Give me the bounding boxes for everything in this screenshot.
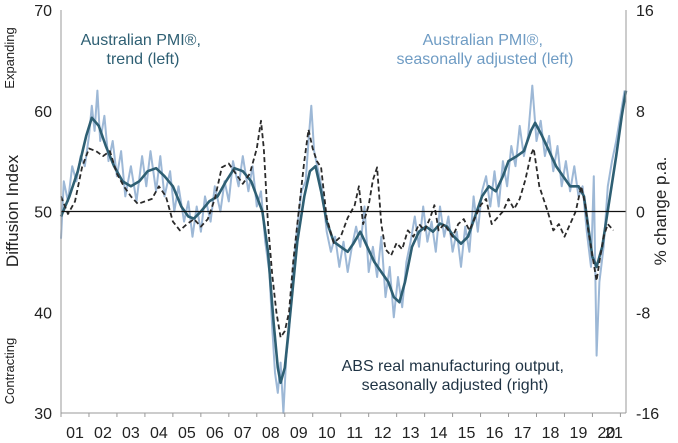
x-tick-labels: 01 02 03 04 05 06 07 08 09 10 11 12 13 14 15 16 17 18 19 20… <box>66 425 623 442</box>
x-tick-label: 12 <box>374 425 392 442</box>
x-tick-label: 05 <box>178 425 196 442</box>
x-tick-label: 21 <box>605 425 623 442</box>
x-tick-label: 11 <box>346 425 363 442</box>
x-tick-label: 03 <box>122 425 140 442</box>
x-tick-label: 10 <box>318 425 336 442</box>
series-line-pmi-sa <box>60 84 626 414</box>
right-axis-title: % change p.a. <box>651 157 670 266</box>
right-tick-labels: -16 -8 0 8 16 <box>636 3 659 423</box>
left-tick-label: 70 <box>34 3 52 20</box>
x-tick-label: 17 <box>514 425 532 442</box>
right-tick-label: 0 <box>636 205 645 222</box>
axes <box>60 10 627 417</box>
right-tick-label: -8 <box>636 305 650 322</box>
right-tick-label: -16 <box>636 406 659 423</box>
right-tick-label: 16 <box>636 3 654 20</box>
annotation-abs: ABS real manufacturing output, seasonall… <box>342 358 569 394</box>
x-tick-label: 15 <box>458 425 476 442</box>
contracting-label: Contracting <box>2 338 17 404</box>
x-tick-label: 19 <box>570 425 588 442</box>
annotation-sa: Australian PMI®, seasonally adjusted (le… <box>397 32 574 68</box>
left-axis-title: Diffusion Index <box>3 154 22 267</box>
left-tick-label: 50 <box>34 205 52 222</box>
x-tick-label: 04 <box>150 425 168 442</box>
series-line-abs-output <box>60 119 615 339</box>
x-tick-label: 20 <box>598 425 616 442</box>
x-tick-label: 06 <box>206 425 224 442</box>
x-tick-label: 18 <box>542 425 560 442</box>
x-tick-label: 07 <box>234 425 252 442</box>
right-tick-label: 8 <box>636 104 645 121</box>
x-tick-label: 01 <box>66 425 84 442</box>
left-tick-labels: 30 40 50 60 70 <box>34 3 52 423</box>
left-tick-label: 60 <box>34 104 52 121</box>
x-tick-label: 02 <box>94 425 112 442</box>
left-tick-label: 40 <box>34 305 52 322</box>
x-tick-label: 16 <box>486 425 504 442</box>
series-line-pmi-trend <box>59 90 628 385</box>
annotation-trend: Australian PMI®, trend (left) <box>81 32 206 68</box>
left-tick-label: 30 <box>34 406 52 423</box>
x-tick-label: 09 <box>290 425 308 442</box>
x-tick-label: 08 <box>262 425 280 442</box>
x-tick-label: 13 <box>402 425 420 442</box>
plot-area <box>59 84 628 414</box>
expanding-label: Expanding <box>2 27 17 88</box>
x-tick-label: 14 <box>430 425 448 442</box>
